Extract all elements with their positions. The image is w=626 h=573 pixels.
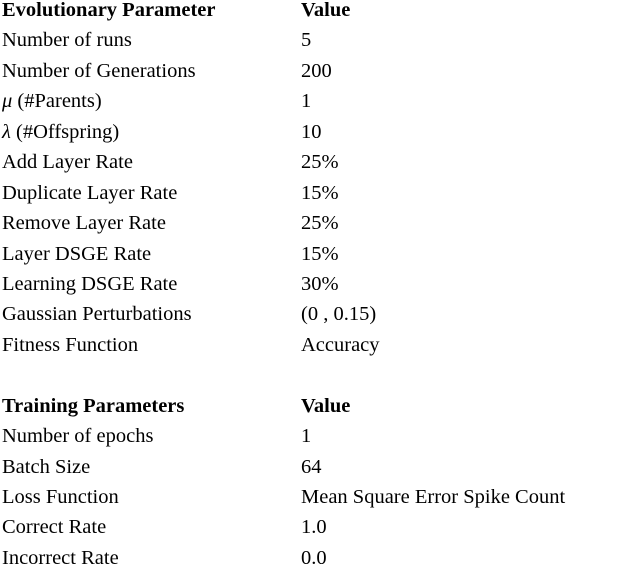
header-parameter: Training Parameters <box>2 394 185 417</box>
parameter-name: Gaussian Perturbations <box>2 303 192 326</box>
parameter-name: Loss Function <box>2 486 119 508</box>
parameter-name: Add Layer Rate <box>2 151 133 174</box>
parameter-value: 0.0 <box>301 546 327 569</box>
parameter-value: 200 <box>301 59 332 82</box>
parameter-value: 1 <box>301 90 312 113</box>
parameter-name: λ (#Offspring) <box>2 120 120 143</box>
parameter-name: Number of epochs <box>2 425 154 448</box>
parameter-value: 15% <box>301 181 339 204</box>
parameter-name: μ (#Parents) <box>2 90 102 113</box>
header-value: Value <box>301 394 351 417</box>
parameter-value: 30% <box>301 272 339 295</box>
parameter-name: Number of runs <box>2 29 132 52</box>
parameter-value: 1.0 <box>301 516 327 539</box>
header-value: Value <box>301 0 351 21</box>
parameter-value: 25% <box>301 151 339 174</box>
parameter-value: 10 <box>301 120 322 143</box>
parameter-value: 64 <box>301 455 322 478</box>
parameter-name: Number of Generations <box>2 59 196 82</box>
parameter-name: Learning DSGE Rate <box>2 272 178 295</box>
header-parameter: Evolutionary Parameter <box>2 0 216 21</box>
parameter-value: 5 <box>301 29 312 52</box>
parameter-name: Fitness Function <box>2 333 139 356</box>
parameter-name: Incorrect Rate <box>2 546 119 569</box>
parameter-value: (0 , 0.15) <box>301 303 377 326</box>
parameter-value: 25% <box>301 212 339 235</box>
parameter-name: Duplicate Layer Rate <box>2 181 178 204</box>
parameter-name: Correct Rate <box>2 516 107 539</box>
parameter-value: Mean Square Error Spike Count <box>301 486 566 508</box>
parameter-name: Layer DSGE Rate <box>2 242 152 265</box>
parameter-value: 1 <box>301 425 312 448</box>
parameter-value: 15% <box>301 242 339 265</box>
parameter-value: Accuracy <box>301 333 380 356</box>
parameter-name: Remove Layer Rate <box>2 212 166 235</box>
parameter-name: Batch Size <box>2 455 91 478</box>
